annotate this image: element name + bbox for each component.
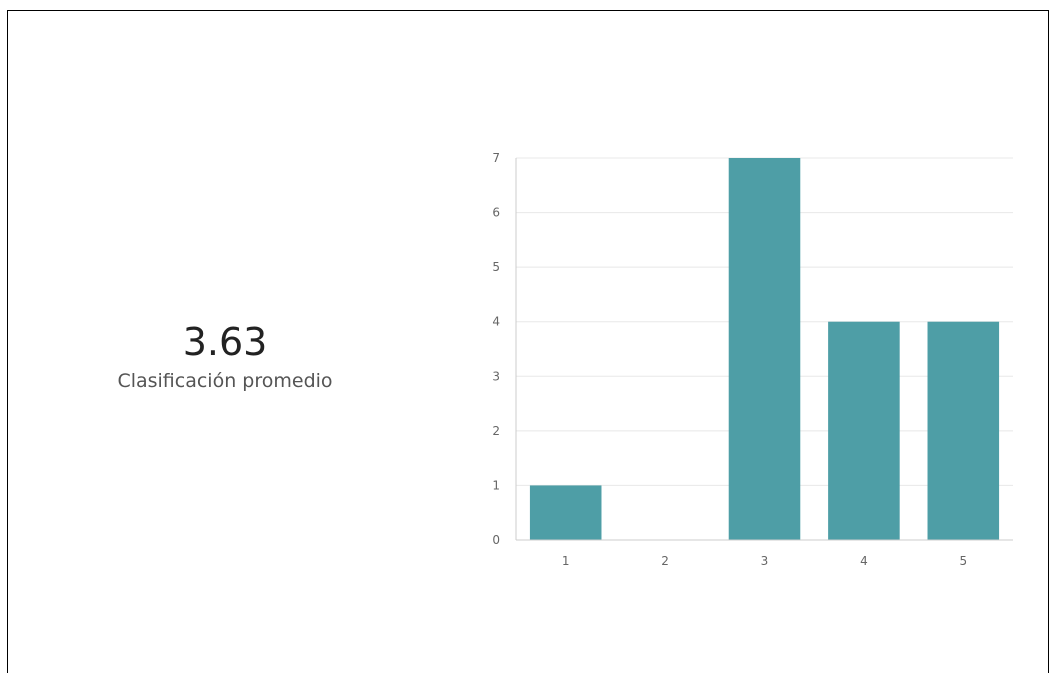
- rating-summary: 3.63 Clasificación promedio: [100, 318, 350, 394]
- axes: [515, 158, 1013, 541]
- y-tick-label: 3: [492, 369, 500, 383]
- y-tick-label: 4: [492, 315, 500, 329]
- average-rating-label: Clasificación promedio: [117, 370, 333, 392]
- bar-4[interactable]: [828, 321, 900, 540]
- x-tick-label: 5: [959, 554, 967, 568]
- bar-3[interactable]: [728, 158, 801, 540]
- bar-5[interactable]: [927, 321, 1000, 540]
- y-tick-label: 5: [492, 260, 500, 274]
- y-tick-label: 1: [492, 478, 500, 492]
- y-tick-label: 2: [492, 424, 500, 438]
- bar-1[interactable]: [529, 485, 602, 540]
- bars: [529, 158, 1000, 540]
- y-tick-labels: 0 1 2 3 4 5 6 7: [492, 151, 500, 547]
- x-tick-labels: 1 2 3 4 5: [562, 554, 967, 568]
- average-rating-value: 3.63: [182, 320, 268, 364]
- x-tick-label: 3: [761, 554, 769, 568]
- y-tick-label: 7: [492, 151, 500, 165]
- x-tick-label: 1: [562, 554, 570, 568]
- x-tick-label: 2: [661, 554, 669, 568]
- y-tick-label: 6: [492, 206, 500, 220]
- y-tick-label: 0: [492, 533, 500, 547]
- x-tick-label: 4: [860, 554, 868, 568]
